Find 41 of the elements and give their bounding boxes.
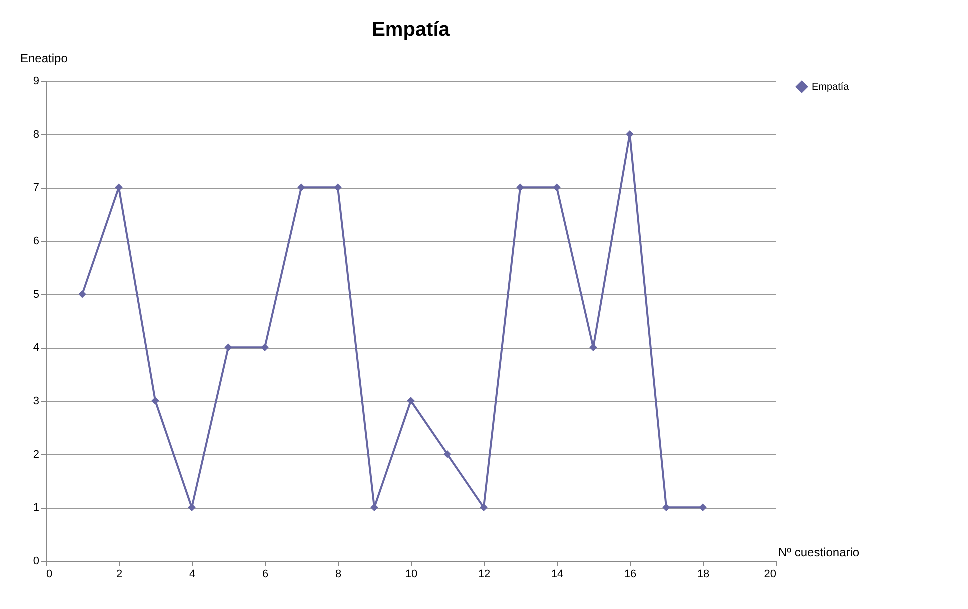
point xyxy=(261,344,269,352)
y-tick-label: 9 xyxy=(33,76,40,88)
y-tick-label: 7 xyxy=(33,182,40,194)
point xyxy=(553,184,561,192)
y-tick-label: 1 xyxy=(33,502,40,514)
point xyxy=(78,290,86,298)
point xyxy=(516,184,524,192)
y-tick-label: 6 xyxy=(33,236,40,248)
x-tick-label: 20 xyxy=(764,568,776,580)
x-tick-label: 18 xyxy=(697,568,710,580)
point xyxy=(224,344,232,352)
point xyxy=(152,397,160,405)
point xyxy=(626,130,634,138)
y-tick-label: 2 xyxy=(33,448,40,461)
x-tick-label: 0 xyxy=(46,568,53,580)
y-tick-label: 4 xyxy=(33,342,40,354)
x-tick-label: 6 xyxy=(262,568,269,580)
x-tick-label: 16 xyxy=(624,568,637,580)
y-tick-label: 3 xyxy=(33,396,40,408)
point xyxy=(407,397,415,405)
y-axis-title: Eneatipo xyxy=(20,52,68,66)
x-tick-label: 4 xyxy=(189,568,196,580)
point xyxy=(334,184,342,192)
point xyxy=(370,504,378,512)
x-tick-label: 12 xyxy=(478,568,491,580)
point xyxy=(444,450,452,458)
point xyxy=(699,504,707,512)
x-tick-label: 8 xyxy=(335,568,342,580)
point xyxy=(298,184,306,192)
x-tick-label: 14 xyxy=(551,568,564,580)
point xyxy=(480,504,488,512)
legend-label: Empatía xyxy=(812,82,850,93)
point xyxy=(188,504,196,512)
point xyxy=(662,504,670,512)
x-axis-title: Nº cuestionario xyxy=(778,546,860,560)
y-tick-label: 5 xyxy=(33,288,40,301)
x-tick-label: 10 xyxy=(405,568,418,580)
chart-title: Empatía xyxy=(372,19,451,41)
y-tick-label: 8 xyxy=(33,128,40,141)
y-tick-label: 0 xyxy=(33,556,40,568)
x-tick-label: 2 xyxy=(116,568,123,580)
